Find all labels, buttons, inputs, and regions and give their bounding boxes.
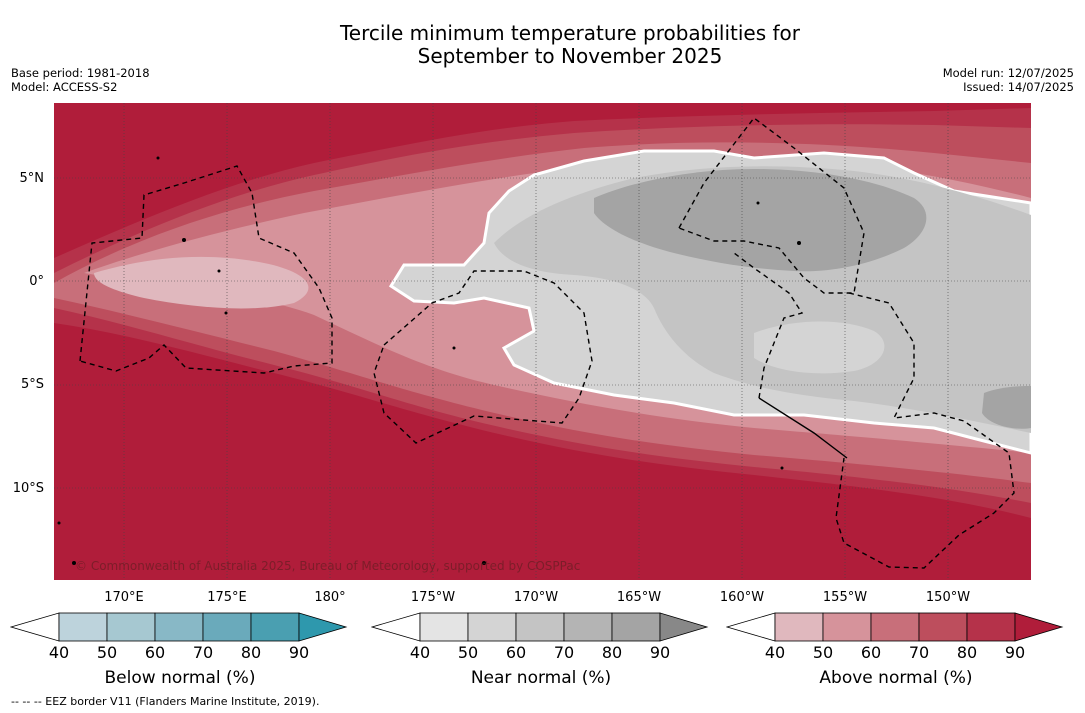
- lon-tick-175w: 175°W: [410, 590, 456, 605]
- cb-above-tick-40: 40: [764, 643, 786, 662]
- cb-below-tick-60: 60: [144, 643, 166, 662]
- colorbar-segment: [250, 612, 300, 642]
- colorbar-above-normal: 40 50 60 70 80 90 Above normal (%): [726, 612, 1066, 688]
- near-normal-70-b: [982, 385, 1031, 429]
- copyright-notice: © Commonwealth of Australia 2025, Bureau…: [75, 559, 581, 573]
- probability-map: [54, 103, 1031, 580]
- colorbar-extend-low: [371, 612, 421, 642]
- colorbar-below-normal: 40 50 60 70 80 90 Below normal (%): [10, 612, 350, 688]
- lat-tick-10s: 10°S: [12, 481, 44, 496]
- cb-near-tick-60: 60: [505, 643, 527, 662]
- cb-above-tick-90: 90: [1004, 643, 1026, 662]
- chart-title: Tercile minimum temperature probabilitie…: [0, 22, 1085, 68]
- colorbar-extend-high: [298, 612, 348, 642]
- colorbar-extend-high: [659, 612, 709, 642]
- title-line-2: September to November 2025: [417, 44, 723, 68]
- band-above-40-pocket: [94, 256, 309, 309]
- colorbar-segment: [467, 612, 517, 642]
- base-period: Base period: 1981-2018: [11, 66, 150, 80]
- lat-tick-5s: 5°S: [20, 377, 44, 392]
- cb-below-tick-40: 40: [48, 643, 70, 662]
- colorbar-segment: [202, 612, 252, 642]
- cb-near-tick-80: 80: [601, 643, 623, 662]
- colorbar-above-svg: [726, 612, 1064, 642]
- eez-footnote: -- -- -- EEZ border V11 (Flanders Marine…: [11, 695, 320, 708]
- cb-below-tick-80: 80: [240, 643, 262, 662]
- lon-tick-160w: 160°W: [719, 590, 765, 605]
- colorbar-segment: [870, 612, 920, 642]
- lat-tick-5n: 5°N: [19, 171, 45, 186]
- cb-near-label: Near normal (%): [470, 668, 612, 688]
- colorbar-segment: [611, 612, 661, 642]
- lon-tick-175e: 175°E: [207, 590, 247, 605]
- cb-below-label: Below normal (%): [104, 668, 256, 688]
- eez-borders: [79, 117, 1015, 569]
- lon-tick-165w: 165°W: [616, 590, 662, 605]
- colorbar-segment: [515, 612, 565, 642]
- colorbar-below-svg: [10, 612, 348, 642]
- cb-above-tick-70: 70: [908, 643, 930, 662]
- colorbar-segment: [419, 612, 469, 642]
- lon-tick-170e: 170°E: [104, 590, 144, 605]
- colorbar-near-svg: [371, 612, 709, 642]
- cb-above-label: Above normal (%): [819, 668, 973, 688]
- eez-border-dashed-2: [733, 252, 804, 399]
- colorbar-extend-low: [726, 612, 776, 642]
- colorbar-extend-high: [1014, 612, 1064, 642]
- colorbar-segment: [154, 612, 204, 642]
- colorbar-near-normal: 40 50 60 70 80 90 Near normal (%): [371, 612, 711, 688]
- cb-below-tick-90: 90: [288, 643, 310, 662]
- cb-near-tick-70: 70: [553, 643, 575, 662]
- lon-tick-180: 180°: [314, 590, 346, 605]
- colorbar-extend-low: [10, 612, 60, 642]
- colorbar-segment: [774, 612, 824, 642]
- near-normal-70: [594, 169, 927, 272]
- cb-below-tick-50: 50: [96, 643, 118, 662]
- lon-tick-170w: 170°W: [513, 590, 559, 605]
- graticule: [54, 103, 1031, 580]
- map-svg: [54, 103, 1031, 580]
- colorbar-segment: [918, 612, 968, 642]
- lat-tick-0: 0°: [29, 274, 44, 289]
- model-run: Model run: 12/07/2025: [942, 66, 1074, 80]
- colorbar-segment: [822, 612, 872, 642]
- colorbar-segment: [58, 612, 108, 642]
- issued-date: Issued: 14/07/2025: [963, 80, 1074, 94]
- meta-right: Model run: 12/07/2025 Issued: 14/07/2025: [943, 66, 1074, 94]
- cb-above-tick-80: 80: [956, 643, 978, 662]
- islands: [57, 156, 801, 565]
- lon-tick-155w: 155°W: [822, 590, 868, 605]
- lon-tick-150w: 150°W: [925, 590, 971, 605]
- cb-above-tick-60: 60: [860, 643, 882, 662]
- cb-above-tick-50: 50: [812, 643, 834, 662]
- eez-border-solid: [758, 397, 848, 459]
- cb-near-tick-50: 50: [457, 643, 479, 662]
- colorbar-segment: [563, 612, 613, 642]
- near-normal-50-patch: [754, 321, 885, 374]
- colorbar-segment: [106, 612, 156, 642]
- cb-near-tick-90: 90: [649, 643, 671, 662]
- cb-near-tick-40: 40: [409, 643, 431, 662]
- model-name: Model: ACCESS-S2: [11, 80, 118, 94]
- title-line-1: Tercile minimum temperature probabilitie…: [339, 21, 801, 45]
- meta-left: Base period: 1981-2018 Model: ACCESS-S2: [11, 66, 150, 94]
- cb-below-tick-70: 70: [192, 643, 214, 662]
- colorbar-segment: [966, 612, 1016, 642]
